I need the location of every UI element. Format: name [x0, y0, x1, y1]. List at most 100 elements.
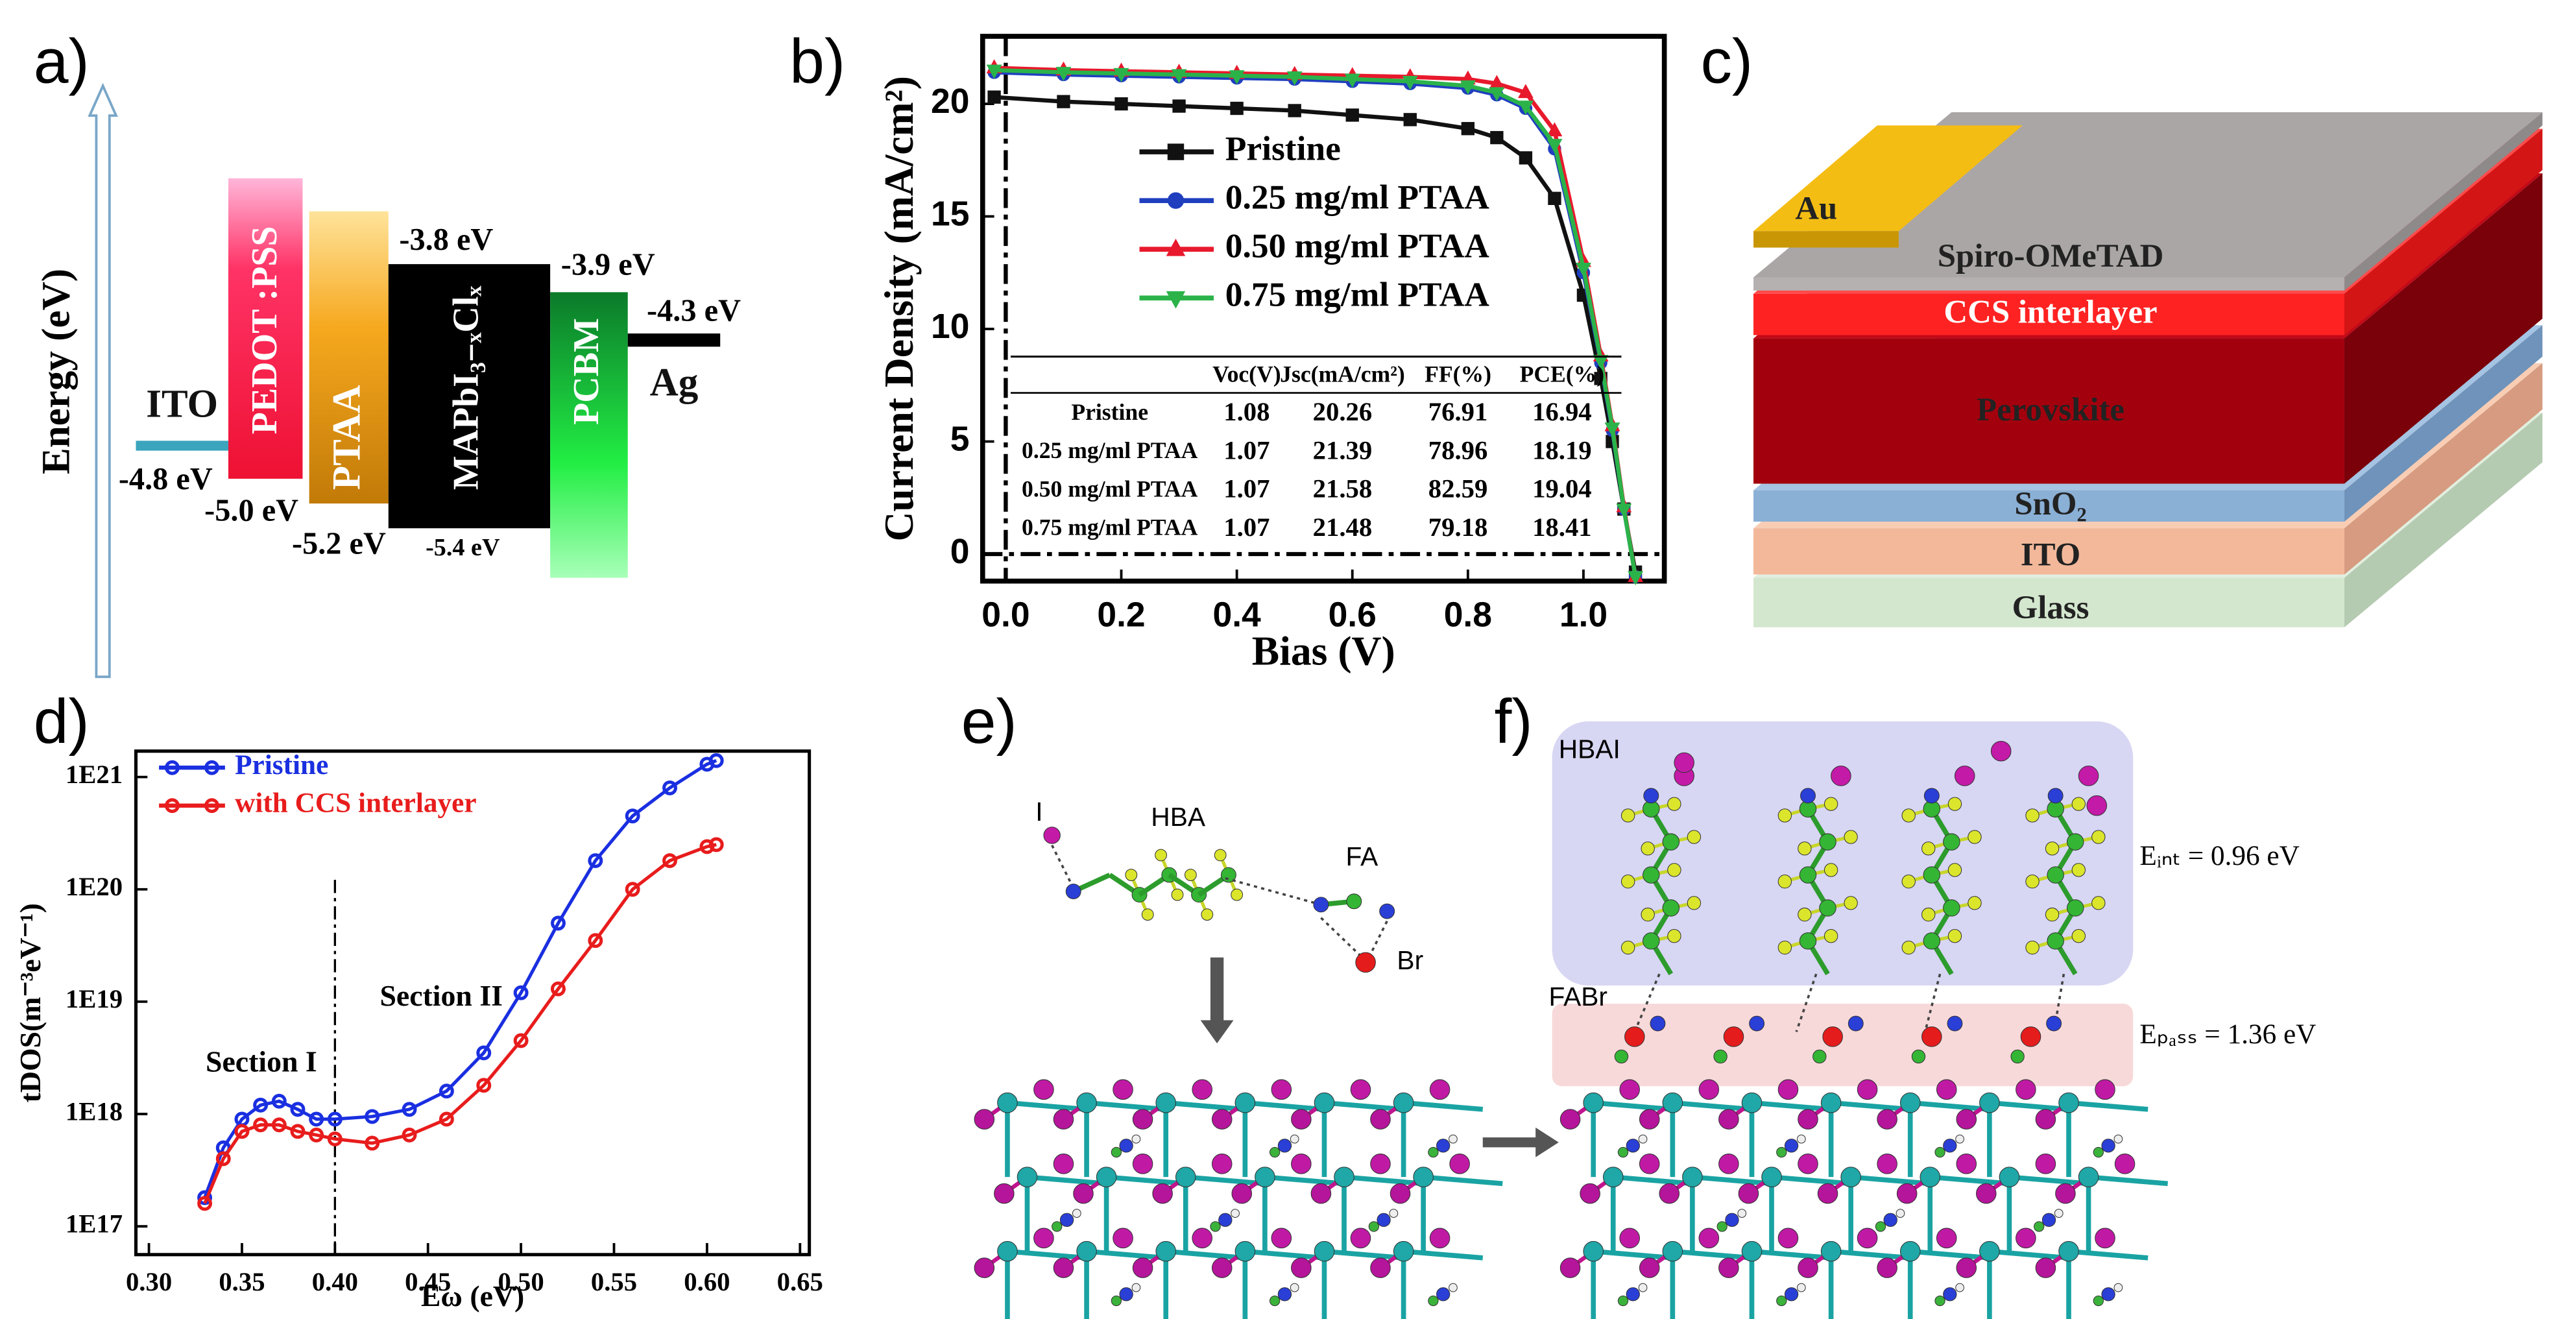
legend-marker: [165, 798, 180, 814]
panel-label: f): [1495, 686, 1533, 756]
atom: [2035, 1257, 2056, 1278]
atom: [1428, 1146, 1439, 1158]
layer-name: Ag: [650, 361, 699, 404]
atom: [1923, 788, 1940, 804]
atom: [1777, 940, 1792, 955]
atom: [1798, 1257, 1818, 1278]
energy-band: [309, 211, 389, 504]
bond: [1165, 1100, 1246, 1112]
atom: [1211, 1257, 1233, 1278]
atom: [1643, 932, 1660, 950]
atom: [1741, 1092, 1763, 1113]
atom: [1033, 1228, 1054, 1249]
atom: [1812, 1049, 1827, 1064]
layer-front: [1753, 528, 2344, 575]
atom: [1820, 1092, 1842, 1113]
bond: [1613, 1174, 1693, 1187]
atom: [2086, 795, 2108, 816]
legend-marker: [1167, 192, 1185, 209]
atom: [1290, 1134, 1299, 1144]
au-electrode: [1753, 125, 2023, 232]
atom: [1784, 1287, 1799, 1301]
bond: [1593, 1100, 1673, 1112]
data-point: [588, 933, 603, 949]
atom: [1429, 1079, 1451, 1100]
atom: [1798, 841, 1812, 856]
atom: [1155, 849, 1167, 862]
data-point: [551, 915, 566, 931]
panel-label: d): [34, 686, 90, 756]
atom: [1741, 1240, 1763, 1262]
atom: [1614, 1049, 1629, 1064]
au-edge: [1753, 231, 1899, 248]
atom: [1113, 1228, 1133, 1249]
atom: [2101, 1139, 2115, 1153]
series-line: [203, 758, 717, 1198]
atom: [1643, 788, 1659, 804]
atom: [1943, 899, 1960, 917]
layer-name: PEDOT :PSS: [245, 226, 285, 434]
atom: [1271, 1079, 1292, 1100]
atom: [1667, 863, 1681, 877]
atom: [1667, 797, 1681, 811]
atom: [1947, 863, 1962, 877]
table-cell: 1.07: [1223, 513, 1270, 542]
data-point: [271, 1117, 287, 1133]
atom: [2066, 899, 2084, 917]
atom: [1955, 1283, 1964, 1292]
atom: [1436, 1287, 1451, 1301]
y-tick-label: 0: [950, 533, 970, 571]
atom: [1990, 740, 2012, 762]
data-point: [1344, 73, 1360, 88]
atom: [2047, 866, 2064, 884]
atom: [1073, 1183, 1094, 1204]
atom: [1234, 1092, 1256, 1113]
atom: [1954, 766, 1975, 786]
h-bond: [1633, 973, 1661, 1032]
atom: [1844, 896, 1858, 910]
atom: [1334, 1167, 1354, 1187]
atom: [1947, 929, 1962, 943]
atom: [1999, 1167, 2020, 1187]
energy-band: [388, 264, 551, 529]
atom: [1113, 1079, 1133, 1100]
energy-level-label: -3.9 eV: [561, 247, 655, 282]
table-cell: 18.19: [1532, 435, 1592, 465]
bond: [1245, 1248, 1325, 1261]
atom: [1956, 1257, 1977, 1278]
y-tick-label: 5: [950, 420, 970, 459]
atom: [1355, 952, 1376, 973]
table-header: PCE(%): [1520, 361, 1605, 387]
data-point: [476, 1045, 492, 1061]
atom: [997, 1092, 1018, 1113]
layer-label: Glass: [2012, 590, 2089, 626]
atom: [1290, 1283, 1299, 1292]
bond: [1672, 1100, 1752, 1112]
atom: [1449, 1154, 1470, 1174]
energy-label: Eᵢₙₜ = 0.96 eV: [2139, 840, 2299, 871]
table-cell: 21.58: [1313, 474, 1373, 503]
data-point: [1547, 139, 1563, 153]
atom: [1270, 1295, 1281, 1307]
atom: [2078, 766, 2099, 786]
atom: [1638, 1134, 1648, 1144]
legend-label: 0.25 mg/ml PTAA: [1225, 177, 1489, 216]
y-axis-label: Current Density (mA/cm²): [876, 76, 922, 541]
atom: [2034, 1221, 2045, 1232]
atom: [1840, 1167, 1861, 1187]
bond: [1106, 1174, 1186, 1187]
atom: [1620, 875, 1635, 889]
atom: [1943, 1139, 1957, 1153]
atom: [1737, 1209, 1747, 1218]
atom: [1234, 1240, 1256, 1262]
bond: [1910, 1100, 1990, 1112]
energy-level-label: -5.2 eV: [292, 526, 386, 561]
x-tick-label: 0.30: [126, 1267, 172, 1296]
atom: [1076, 1092, 1097, 1113]
atom: [997, 1240, 1018, 1262]
atom: [1617, 1295, 1629, 1307]
data-point: [625, 808, 640, 824]
data-point: [708, 753, 724, 768]
bond: [1423, 1174, 1503, 1187]
atom: [1370, 1257, 1391, 1278]
